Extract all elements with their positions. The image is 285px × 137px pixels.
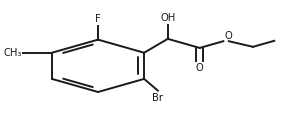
Text: CH₃: CH₃ — [3, 48, 22, 58]
Text: OH: OH — [160, 13, 176, 23]
Text: O: O — [196, 63, 203, 73]
Text: F: F — [95, 14, 101, 24]
Text: Br: Br — [152, 92, 163, 102]
Text: O: O — [225, 31, 233, 41]
